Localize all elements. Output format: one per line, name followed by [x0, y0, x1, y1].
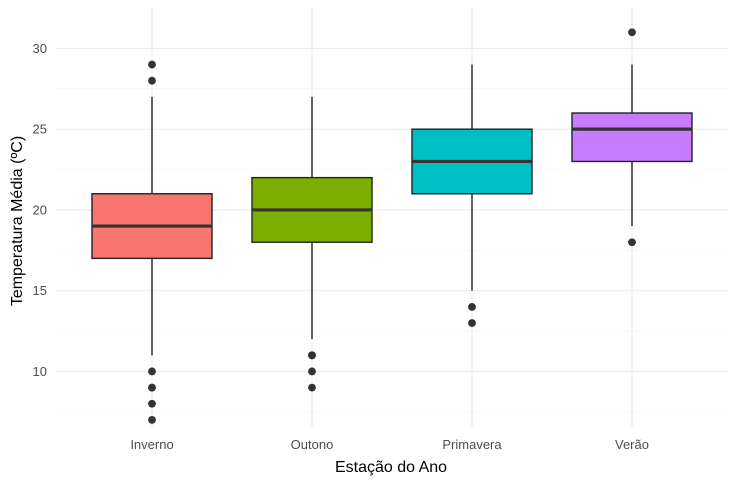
box-0: [91, 60, 213, 424]
outlier-point: [308, 367, 316, 376]
x-tick-label: Primavera: [442, 437, 502, 452]
x-axis-ticks: Inverno Outono Primavera Verão: [130, 437, 649, 452]
y-tick-label: 25: [33, 122, 47, 137]
box-1: [251, 96, 373, 392]
outlier-point: [148, 416, 156, 424]
outlier-point: [468, 319, 476, 327]
outlier-point: [148, 367, 156, 376]
outlier-point: [308, 383, 316, 392]
y-tick-label: 20: [33, 202, 47, 217]
y-axis-ticks: 10 15 20 25 30: [33, 41, 47, 379]
x-tick-label: Verão: [615, 437, 649, 452]
x-tick-label: Outono: [291, 437, 334, 452]
y-tick-label: 30: [33, 41, 47, 56]
x-axis-title: Estação do Ano: [335, 459, 447, 476]
y-tick-label: 15: [33, 283, 47, 298]
outlier-point: [468, 302, 476, 311]
outlier-point: [308, 351, 316, 360]
boxes: [91, 28, 693, 424]
outlier-point: [628, 238, 636, 247]
y-axis-title: Temperatura Média (ºC): [9, 136, 26, 306]
y-tick-label: 10: [33, 364, 47, 379]
outlier-point: [628, 28, 636, 37]
box-2: [411, 64, 533, 327]
outlier-point: [148, 383, 156, 392]
box-iqr: [571, 112, 693, 163]
box-3: [571, 28, 693, 247]
outlier-point: [148, 399, 156, 408]
x-tick-label: Inverno: [130, 437, 173, 452]
outlier-point: [148, 60, 156, 69]
outlier-point: [148, 76, 156, 85]
